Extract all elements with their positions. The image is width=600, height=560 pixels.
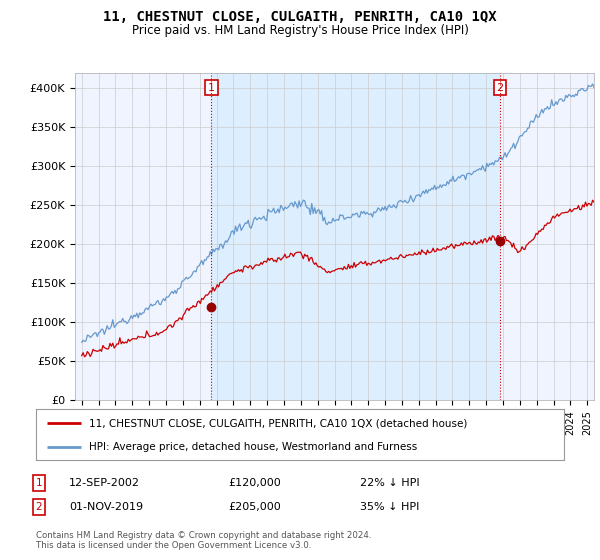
Text: HPI: Average price, detached house, Westmorland and Furness: HPI: Average price, detached house, West… xyxy=(89,442,417,452)
Bar xyxy=(211,73,500,400)
Text: 22% ↓ HPI: 22% ↓ HPI xyxy=(360,478,419,488)
Text: Contains HM Land Registry data © Crown copyright and database right 2024.
This d: Contains HM Land Registry data © Crown c… xyxy=(36,531,371,550)
Text: Price paid vs. HM Land Registry's House Price Index (HPI): Price paid vs. HM Land Registry's House … xyxy=(131,24,469,37)
Text: 1: 1 xyxy=(208,83,215,92)
Text: 2: 2 xyxy=(35,502,43,512)
Text: £205,000: £205,000 xyxy=(228,502,281,512)
Text: 01-NOV-2019: 01-NOV-2019 xyxy=(69,502,143,512)
Text: 1: 1 xyxy=(35,478,43,488)
Text: 11, CHESTNUT CLOSE, CULGAITH, PENRITH, CA10 1QX: 11, CHESTNUT CLOSE, CULGAITH, PENRITH, C… xyxy=(103,10,497,24)
Text: £120,000: £120,000 xyxy=(228,478,281,488)
Text: 2: 2 xyxy=(497,83,504,92)
Text: 35% ↓ HPI: 35% ↓ HPI xyxy=(360,502,419,512)
Text: 11, CHESTNUT CLOSE, CULGAITH, PENRITH, CA10 1QX (detached house): 11, CHESTNUT CLOSE, CULGAITH, PENRITH, C… xyxy=(89,418,467,428)
Text: 12-SEP-2002: 12-SEP-2002 xyxy=(69,478,140,488)
